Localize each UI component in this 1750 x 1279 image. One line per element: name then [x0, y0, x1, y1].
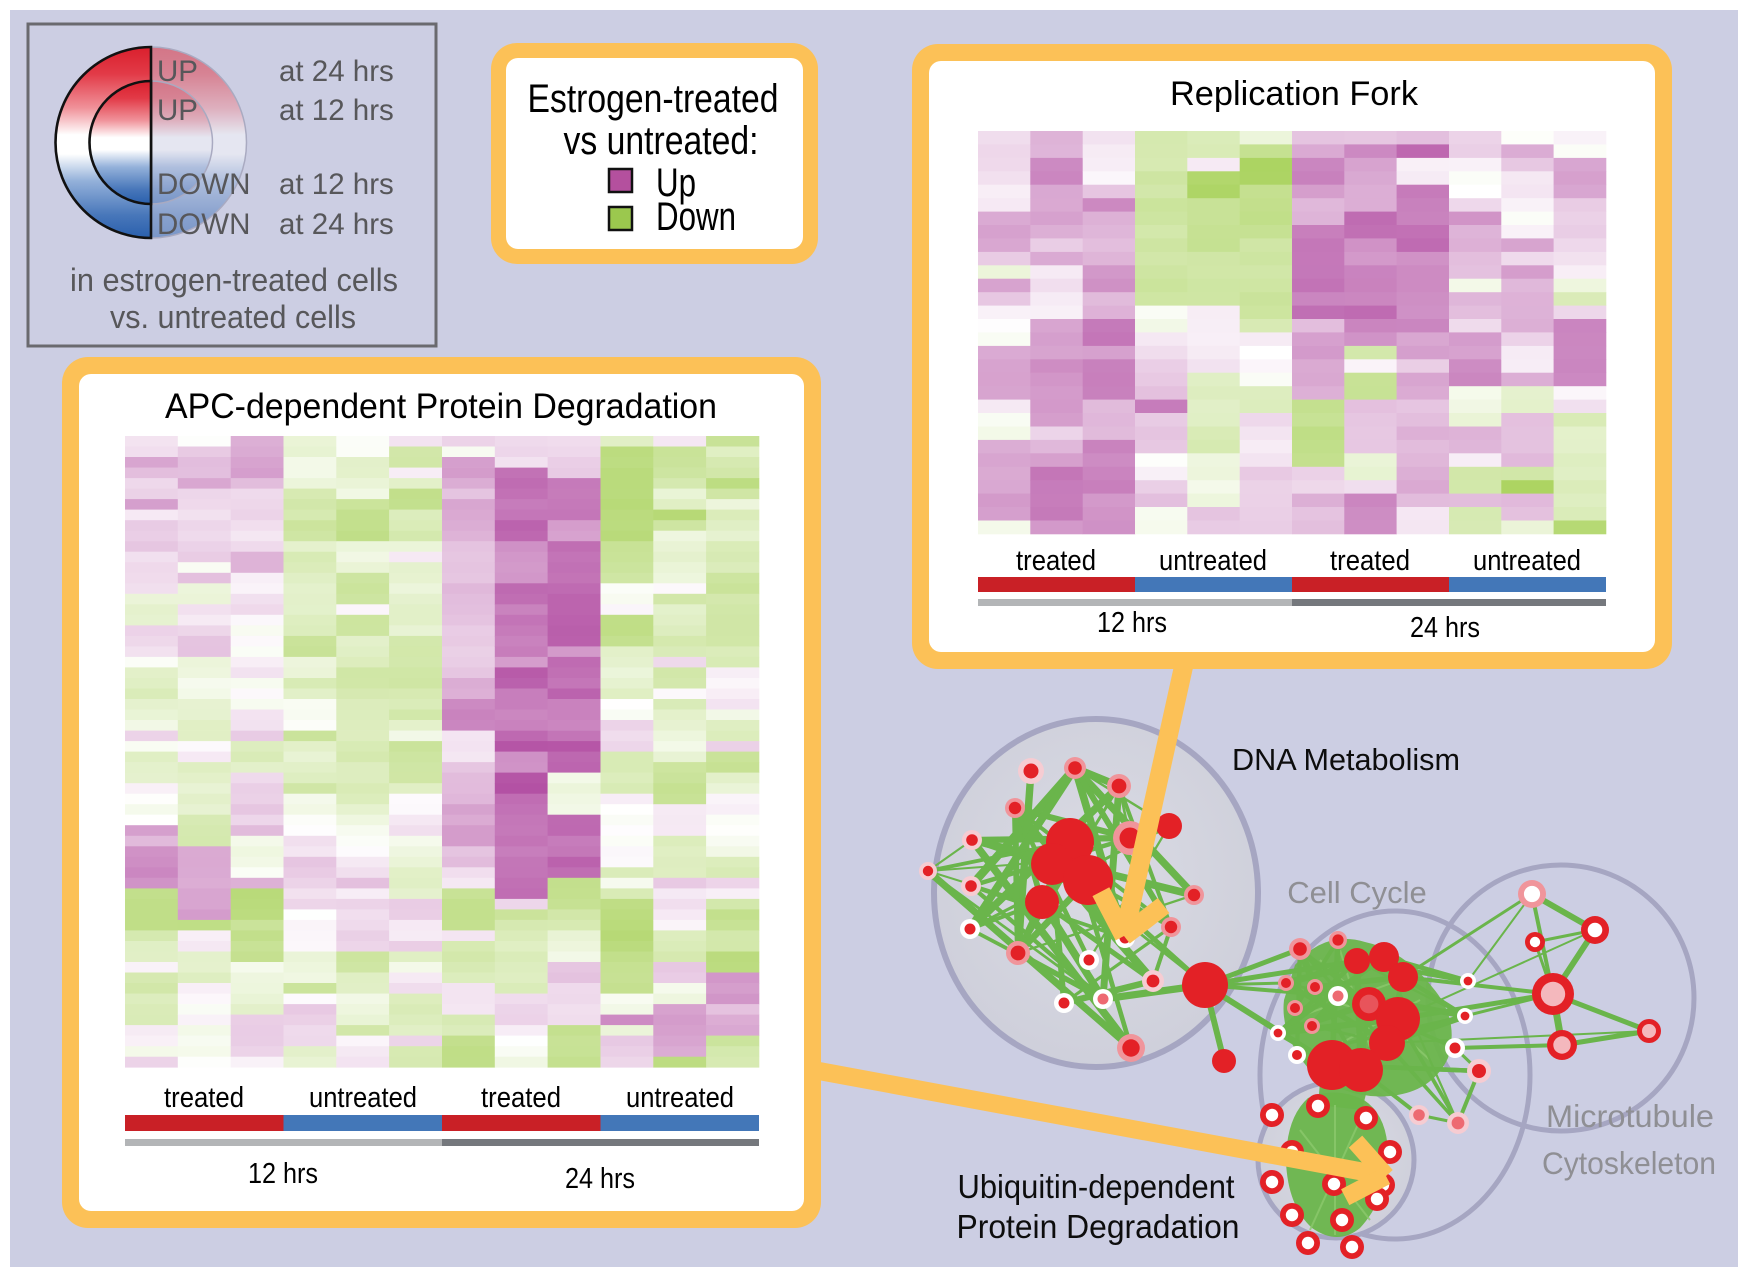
- svg-text:UP: UP: [157, 94, 198, 127]
- svg-text:DNA Metabolism: DNA Metabolism: [1232, 743, 1460, 777]
- svg-text:untreated: untreated: [1159, 544, 1267, 576]
- svg-text:Down: Down: [656, 195, 736, 239]
- svg-text:Cytoskeleton: Cytoskeleton: [1542, 1145, 1716, 1181]
- svg-text:untreated: untreated: [626, 1081, 734, 1113]
- svg-text:Microtubule: Microtubule: [1546, 1098, 1714, 1134]
- svg-text:24 hrs: 24 hrs: [1410, 611, 1480, 643]
- svg-text:DOWN: DOWN: [157, 208, 250, 241]
- svg-text:24 hrs: 24 hrs: [565, 1162, 635, 1194]
- svg-text:at 24 hrs: at 24 hrs: [279, 208, 394, 241]
- svg-text:Cell Cycle: Cell Cycle: [1287, 875, 1427, 910]
- svg-text:Ubiquitin-dependent: Ubiquitin-dependent: [958, 1168, 1235, 1205]
- svg-text:at 24 hrs: at 24 hrs: [279, 55, 394, 88]
- svg-text:12 hrs: 12 hrs: [1097, 606, 1167, 638]
- svg-text:treated: treated: [1330, 544, 1410, 576]
- svg-text:UP: UP: [157, 55, 198, 88]
- svg-text:vs. untreated cells: vs. untreated cells: [110, 299, 356, 335]
- svg-text:12 hrs: 12 hrs: [248, 1157, 318, 1189]
- svg-text:DOWN: DOWN: [157, 168, 250, 201]
- svg-text:Estrogen-treated: Estrogen-treated: [528, 77, 779, 121]
- svg-text:Replication Fork: Replication Fork: [1170, 75, 1419, 113]
- svg-text:untreated: untreated: [309, 1081, 417, 1113]
- svg-text:Protein Degradation: Protein Degradation: [957, 1208, 1240, 1245]
- svg-text:treated: treated: [164, 1081, 244, 1113]
- svg-text:untreated: untreated: [1473, 544, 1581, 576]
- svg-text:at 12 hrs: at 12 hrs: [279, 168, 394, 201]
- svg-text:in estrogen-treated cells: in estrogen-treated cells: [70, 262, 398, 298]
- svg-text:at 12 hrs: at 12 hrs: [279, 94, 394, 127]
- svg-text:treated: treated: [1016, 544, 1096, 576]
- svg-text:APC-dependent Protein Degradat: APC-dependent Protein Degradation: [165, 387, 717, 426]
- svg-text:treated: treated: [481, 1081, 561, 1113]
- svg-text:Up: Up: [656, 161, 696, 205]
- svg-text:vs untreated:: vs untreated:: [564, 119, 759, 163]
